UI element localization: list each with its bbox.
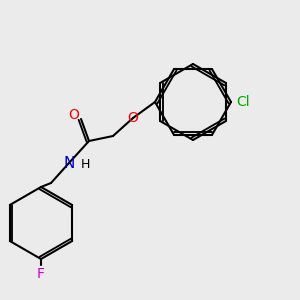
Text: F: F [37,267,45,281]
Text: Cl: Cl [236,95,250,109]
Text: H: H [80,158,90,172]
Text: O: O [69,108,80,122]
Text: N: N [63,155,75,170]
Text: O: O [128,111,138,125]
